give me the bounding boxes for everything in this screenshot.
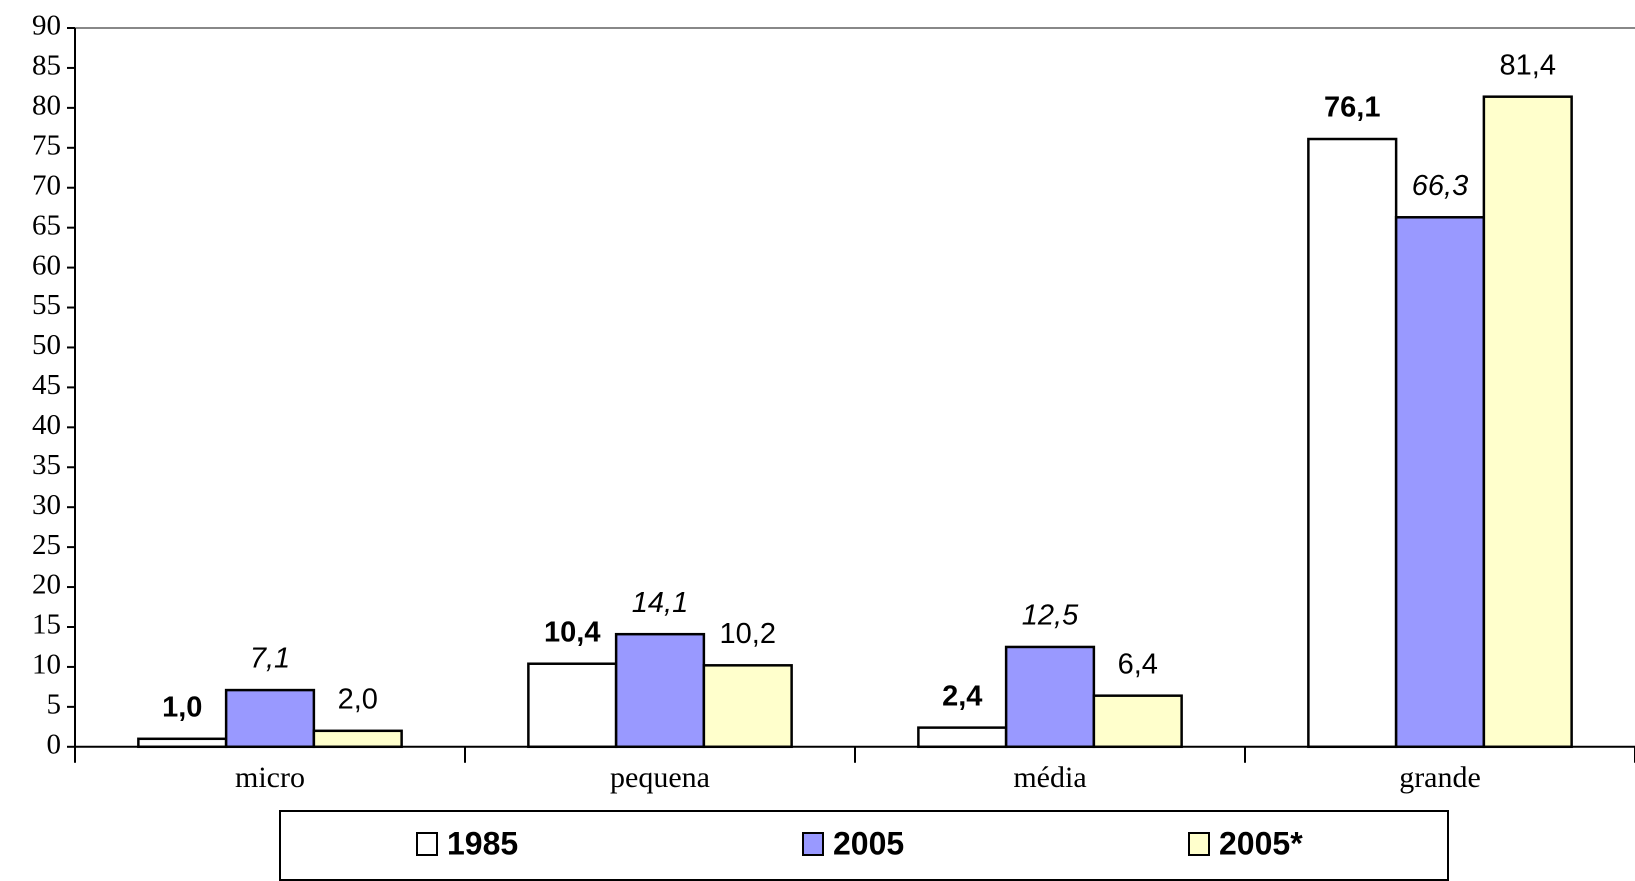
value-label: 66,3 [1412, 170, 1468, 202]
y-tick-label: 60 [32, 249, 61, 281]
bar [224, 688, 316, 749]
legend-label: 2005* [1219, 825, 1303, 861]
legend-box [279, 810, 1449, 881]
legend-label: 2005 [833, 825, 904, 861]
value-label: 10,2 [720, 618, 776, 650]
value-label: 1,0 [162, 691, 202, 723]
value-label: 6,4 [1118, 648, 1158, 680]
legend-label: 1985 [447, 825, 518, 861]
y-tick-label: 20 [32, 569, 61, 601]
bar [614, 632, 706, 749]
bar [137, 737, 228, 749]
y-tick-label: 75 [32, 129, 61, 161]
bar [1482, 95, 1573, 749]
y-tick-label: 30 [32, 489, 61, 521]
value-label: 76,1 [1324, 92, 1380, 124]
bar [1004, 645, 1096, 749]
value-label: 2,4 [942, 680, 982, 712]
bar [917, 726, 1008, 749]
bar [527, 662, 618, 749]
bar [702, 664, 793, 749]
bar [1307, 137, 1398, 749]
legend-swatch [1188, 832, 1210, 856]
y-tick-label: 35 [32, 449, 61, 481]
legend-swatch [802, 832, 824, 856]
value-label: 2,0 [338, 683, 378, 715]
y-tick-label: 25 [32, 529, 61, 561]
y-tick-label: 45 [32, 369, 61, 401]
y-tick-label: 70 [32, 169, 61, 201]
y-tick-label: 80 [32, 90, 61, 122]
x-tick-label: grande [1399, 761, 1481, 794]
y-tick-label: 65 [32, 209, 61, 241]
value-label: 7,1 [250, 643, 290, 675]
bar [1394, 216, 1486, 749]
y-tick-label: 50 [32, 329, 61, 361]
value-label: 14,1 [632, 587, 688, 619]
bar [1092, 694, 1183, 749]
value-label: 10,4 [544, 616, 600, 648]
x-tick-label: micro [235, 761, 305, 794]
y-tick-label: 10 [32, 649, 61, 681]
y-tick-label: 90 [32, 10, 61, 42]
y-tick-label: 15 [32, 609, 61, 641]
y-tick-label: 0 [47, 728, 62, 760]
value-label: 12,5 [1022, 600, 1079, 632]
y-tick-label: 85 [32, 50, 61, 82]
value-label: 81,4 [1500, 49, 1556, 81]
x-tick-label: pequena [610, 761, 710, 794]
y-tick-label: 55 [32, 289, 61, 321]
x-tick-label: média [1013, 761, 1086, 794]
y-tick-label: 5 [47, 689, 62, 721]
legend-swatch [416, 832, 438, 856]
bar [312, 729, 403, 749]
y-tick-label: 40 [32, 409, 61, 441]
